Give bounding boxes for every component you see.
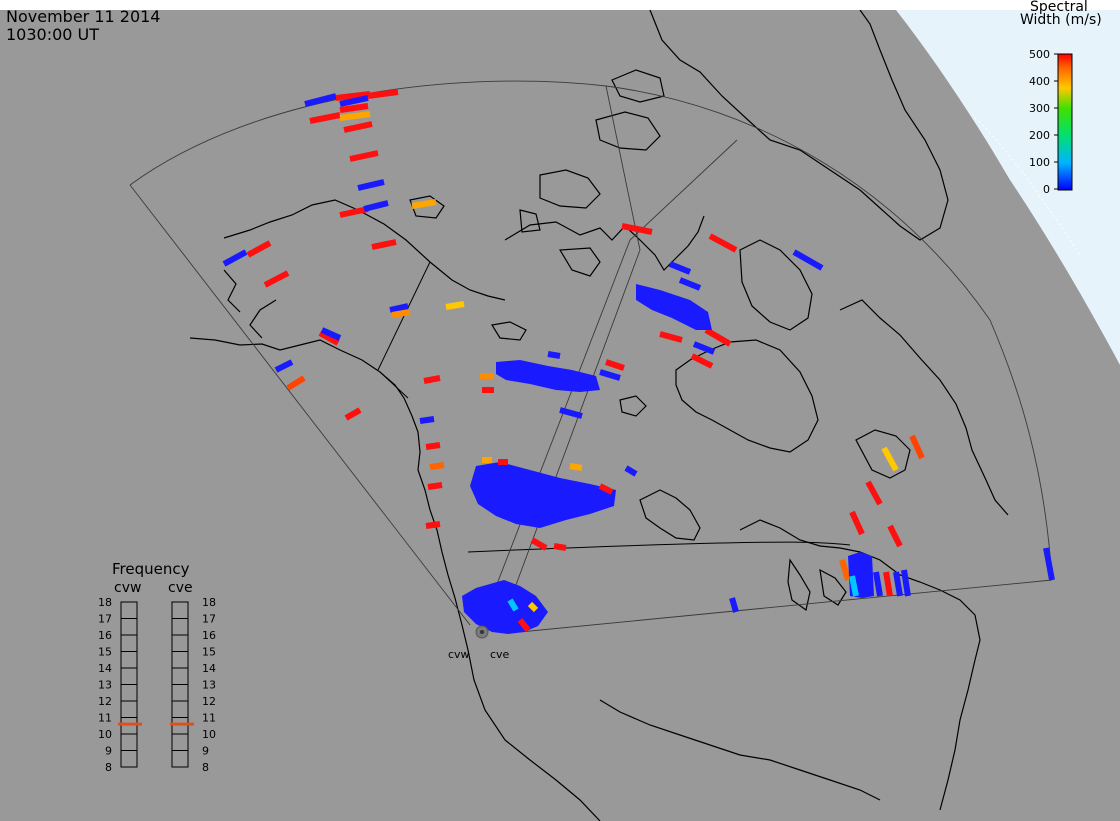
radar-sites: cvw cve	[448, 625, 510, 661]
frequency-tick-right: 14	[202, 662, 216, 675]
radar-label-cve: cve	[490, 648, 510, 661]
frequency-cell	[171, 651, 189, 669]
frequency-cell	[120, 667, 138, 685]
scatter-patch-details	[480, 351, 911, 632]
scatter-cells	[222, 89, 1055, 613]
frequency-tick-left: 17	[98, 613, 112, 626]
colorbar-title-line1: Spectral	[1030, 0, 1088, 15]
frequency-tick-right: 17	[202, 613, 216, 626]
frequency-tick-left: 16	[98, 629, 112, 642]
frequency-cell	[120, 651, 138, 669]
frequency-title: Frequency	[112, 560, 190, 578]
frequency-indicator-cvw	[118, 722, 142, 726]
frequency-tick-left: 12	[98, 695, 112, 708]
frequency-tick-right: 10	[202, 728, 216, 741]
frequency-tick-left: 11	[98, 712, 112, 725]
date-label: November 11 2014	[6, 7, 161, 26]
header-strip	[0, 0, 1120, 10]
frequency-cell	[171, 618, 189, 636]
frequency-tick-right: 12	[202, 695, 216, 708]
frequency-tick-left: 13	[98, 679, 112, 692]
frequency-tick-left: 8	[105, 761, 112, 774]
colorbar-tick: 500	[1029, 48, 1050, 61]
frequency-cell	[171, 634, 189, 652]
frequency-cell	[120, 634, 138, 652]
frequency-tick-right: 18	[202, 596, 216, 609]
ocean-background	[0, 10, 1120, 821]
radar-label-cvw: cvw	[448, 648, 470, 661]
frequency-cell	[171, 601, 189, 619]
frequency-cell	[171, 684, 189, 702]
time-label: 1030:00 UT	[6, 25, 100, 44]
colorbar-tick: 100	[1029, 156, 1050, 169]
frequency-cell	[120, 684, 138, 702]
frequency-cell	[120, 618, 138, 636]
frequency-panel: 18 18 17 17 16 16 15 15 14 14 13 13 12 12 11 11 10 10 9 9 8 8	[98, 596, 216, 774]
frequency-tick-left: 9	[105, 745, 112, 758]
frequency-cell	[120, 717, 138, 735]
colorbar: 500 400 300 200 100 0	[1029, 48, 1073, 196]
frequency-tick-left: 18	[98, 596, 112, 609]
frequency-tick-right: 8	[202, 761, 209, 774]
frequency-label-cvw: cvw	[114, 580, 142, 596]
frequency-cell	[120, 601, 138, 619]
frequency-cell	[120, 733, 138, 751]
colorbar-tick: 200	[1029, 129, 1050, 142]
frequency-tick-left: 15	[98, 646, 112, 659]
frequency-cell	[171, 717, 189, 735]
frequency-tick-right: 13	[202, 679, 216, 692]
frequency-tick-right: 11	[202, 712, 216, 725]
frequency-cell	[171, 700, 189, 718]
frequency-indicator-cve	[170, 722, 194, 726]
coastlines	[189, 9, 1009, 821]
frequency-cell	[120, 750, 138, 768]
colorbar-tick: 300	[1029, 102, 1050, 115]
frequency-label-cve: cve	[168, 580, 193, 596]
colorbar-tick: 400	[1029, 75, 1050, 88]
frequency-tick-right: 16	[202, 629, 216, 642]
frequency-cell	[171, 733, 189, 751]
frequency-tick-left: 14	[98, 662, 112, 675]
colorbar-title-line2: Width (m/s)	[1020, 12, 1102, 28]
frequency-cell	[120, 700, 138, 718]
frequency-cell	[171, 667, 189, 685]
frequency-tick-right: 15	[202, 646, 216, 659]
colorbar-tick: 0	[1043, 183, 1050, 196]
frequency-tick-left: 10	[98, 728, 112, 741]
frequency-tick-right: 9	[202, 745, 209, 758]
frequency-cell	[171, 750, 189, 768]
